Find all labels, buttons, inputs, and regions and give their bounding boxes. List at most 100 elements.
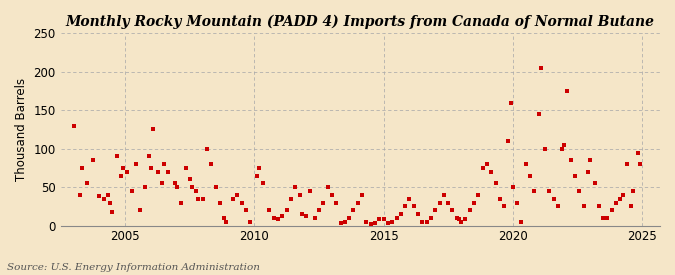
Point xyxy=(391,216,402,220)
Point xyxy=(477,166,488,170)
Point xyxy=(215,200,225,205)
Point xyxy=(286,197,296,201)
Point xyxy=(570,174,580,178)
Point xyxy=(486,170,497,174)
Point xyxy=(122,170,133,174)
Point xyxy=(253,166,264,170)
Point xyxy=(529,189,540,193)
Text: Source: U.S. Energy Information Administration: Source: U.S. Energy Information Administ… xyxy=(7,263,260,272)
Point xyxy=(456,220,466,224)
Point xyxy=(503,139,514,143)
Point xyxy=(294,193,305,197)
Point xyxy=(505,100,516,105)
Point xyxy=(290,185,301,189)
Point xyxy=(186,185,197,189)
Point xyxy=(593,204,604,209)
Point xyxy=(412,212,423,216)
Point xyxy=(273,217,284,222)
Point xyxy=(561,89,572,93)
Point xyxy=(126,189,137,193)
Point xyxy=(602,216,613,220)
Point xyxy=(81,181,92,186)
Point xyxy=(585,158,595,163)
Point xyxy=(245,220,256,224)
Point xyxy=(131,162,142,166)
Point xyxy=(68,123,79,128)
Point xyxy=(443,200,454,205)
Point xyxy=(417,220,428,224)
Point xyxy=(421,220,432,224)
Point xyxy=(365,222,376,226)
Point xyxy=(634,162,645,166)
Point xyxy=(378,217,389,222)
Point xyxy=(232,193,242,197)
Point xyxy=(211,185,221,189)
Point xyxy=(578,204,589,209)
Point xyxy=(264,208,275,213)
Point xyxy=(193,197,204,201)
Point xyxy=(535,66,546,70)
Point xyxy=(622,162,632,166)
Point xyxy=(281,208,292,213)
Point xyxy=(206,162,217,166)
Point xyxy=(105,200,115,205)
Point xyxy=(361,220,372,224)
Point xyxy=(169,181,180,186)
Point xyxy=(180,166,191,170)
Point xyxy=(111,154,122,159)
Point xyxy=(327,193,338,197)
Point xyxy=(447,208,458,213)
Point xyxy=(512,200,522,205)
Point xyxy=(548,197,559,201)
Point xyxy=(322,185,333,189)
Point xyxy=(318,200,329,205)
Point xyxy=(494,197,505,201)
Point xyxy=(387,220,398,224)
Point xyxy=(589,181,600,186)
Point xyxy=(583,170,593,174)
Point xyxy=(615,197,626,201)
Point xyxy=(499,204,510,209)
Point xyxy=(400,204,410,209)
Point xyxy=(240,208,251,213)
Point xyxy=(574,189,585,193)
Point xyxy=(163,170,173,174)
Point xyxy=(202,147,213,151)
Point xyxy=(144,154,155,159)
Point xyxy=(352,200,363,205)
Point xyxy=(508,185,518,189)
Point xyxy=(598,216,609,220)
Point xyxy=(557,147,568,151)
Point xyxy=(159,162,169,166)
Point xyxy=(309,216,320,220)
Point xyxy=(626,204,637,209)
Point xyxy=(75,193,86,197)
Point xyxy=(404,197,415,201)
Point xyxy=(219,216,230,220)
Point xyxy=(396,212,406,216)
Point xyxy=(356,193,367,197)
Point xyxy=(258,181,269,186)
Point xyxy=(490,181,501,186)
Point xyxy=(88,158,99,163)
Point xyxy=(99,197,109,201)
Point xyxy=(439,193,450,197)
Point xyxy=(221,220,232,224)
Point xyxy=(370,221,381,226)
Point xyxy=(434,200,445,205)
Point xyxy=(314,208,325,213)
Point xyxy=(305,189,316,193)
Point xyxy=(533,112,544,116)
Point xyxy=(344,216,354,220)
Point xyxy=(117,166,128,170)
Point xyxy=(184,177,195,182)
Point xyxy=(277,214,288,219)
Point xyxy=(544,189,555,193)
Point xyxy=(152,170,163,174)
Point xyxy=(191,189,202,193)
Point xyxy=(516,220,526,224)
Point xyxy=(408,204,419,209)
Point xyxy=(553,204,564,209)
Point xyxy=(300,214,311,219)
Point xyxy=(632,150,643,155)
